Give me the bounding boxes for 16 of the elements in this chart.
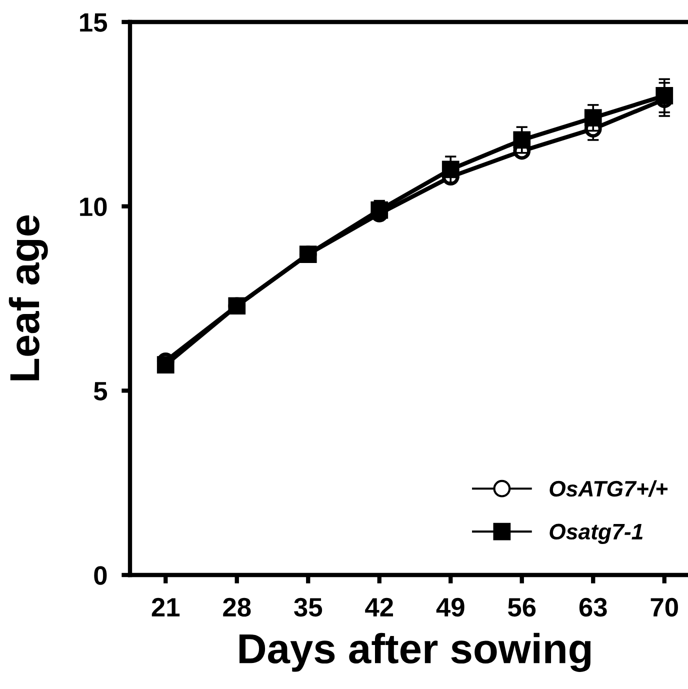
y-tick-label: 15 <box>80 13 108 32</box>
x-tick-label: 21 <box>152 598 180 616</box>
y-tick-label: 10 <box>80 197 107 216</box>
x-tick-label: 70 <box>650 598 678 617</box>
y-axis-title: Leaf age <box>8 215 48 380</box>
y-tick-label: 0 <box>94 566 107 585</box>
x-tick-label: 63 <box>579 598 607 617</box>
legend-label: OsATG7+/+ <box>550 480 668 497</box>
x-tick-label: 42 <box>365 598 393 616</box>
x-tick-label: 28 <box>223 598 251 617</box>
x-axis-title: Days after sowing <box>240 632 591 672</box>
x-tick-label: 49 <box>436 598 464 617</box>
x-tick-label: 56 <box>508 598 536 617</box>
x-tick-label: 35 <box>294 598 322 617</box>
y-tick-label: 5 <box>94 382 108 400</box>
legend-label: Osatg7-1 <box>550 524 643 544</box>
